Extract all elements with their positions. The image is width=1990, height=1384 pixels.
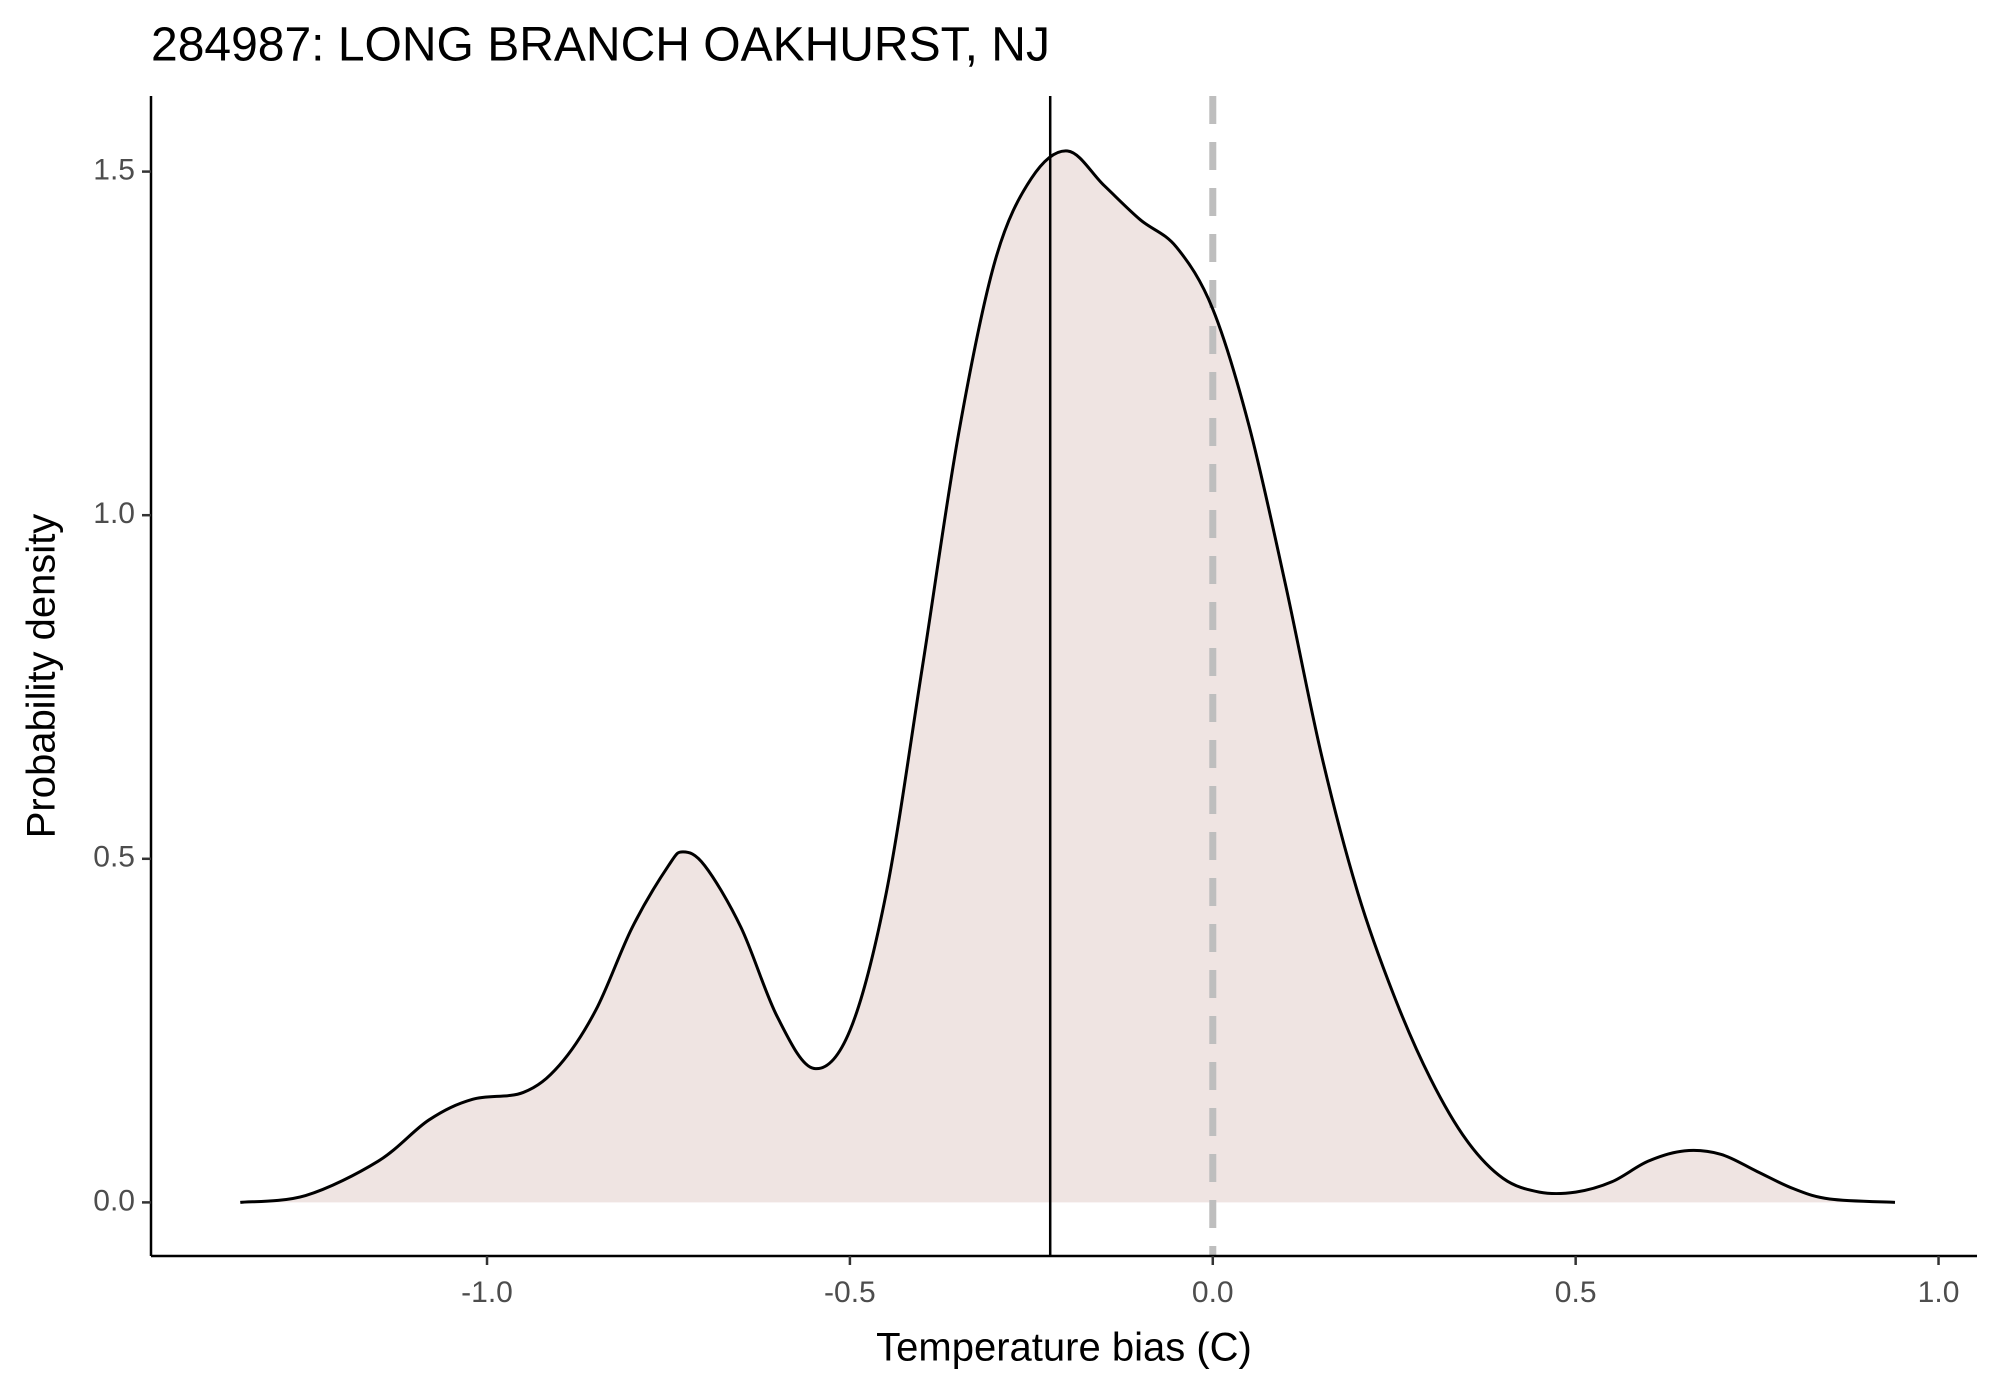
y-tick-label: 1.5	[93, 154, 135, 187]
y-tick-label: 0.0	[93, 1184, 135, 1217]
x-tick-label: -0.5	[824, 1276, 876, 1309]
x-tick-label: 0.0	[1192, 1276, 1234, 1309]
x-tick-label: 0.5	[1555, 1276, 1597, 1309]
density-area	[240, 150, 1895, 1203]
y-axis-title: Probability density	[20, 514, 64, 839]
x-tick-label: 1.0	[1918, 1276, 1960, 1309]
y-tick-label: 1.0	[93, 497, 135, 530]
density-line	[240, 149, 1896, 1204]
x-axis-title: Temperature bias (C)	[876, 1326, 1252, 1370]
y-tick-label: 0.5	[93, 841, 135, 874]
x-tick-label: -1.0	[461, 1276, 513, 1309]
chart-title: 284987: LONG BRANCH OAKHURST, NJ	[151, 19, 1050, 72]
